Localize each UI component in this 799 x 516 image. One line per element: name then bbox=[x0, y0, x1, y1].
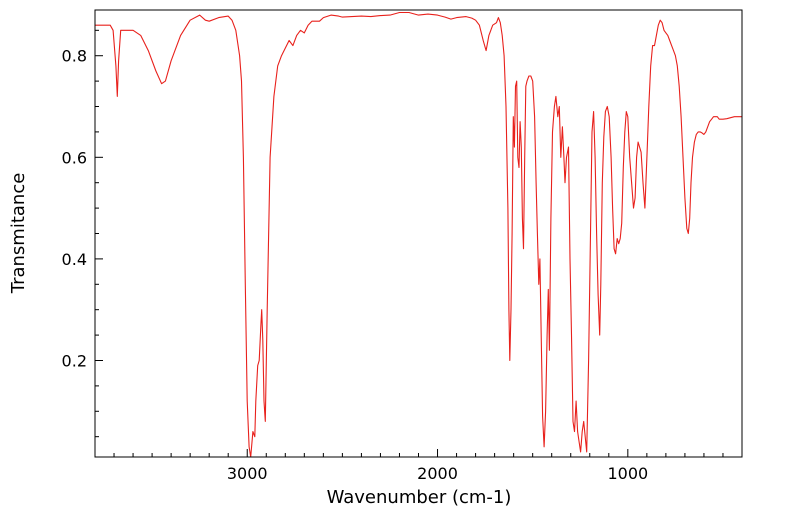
y-axis-title: Transmitance bbox=[8, 173, 29, 295]
x-tick-label: 3000 bbox=[227, 464, 268, 483]
series-layer bbox=[95, 11, 742, 458]
ticks-layer: 3000 2000 1000 0.2 0.4 0.6 0.8 bbox=[62, 29, 724, 483]
y-tick-label: 0.8 bbox=[62, 47, 87, 66]
series-line-0 bbox=[95, 11, 742, 458]
y-tick-label: 0.2 bbox=[62, 351, 87, 370]
y-tick-label: 0.4 bbox=[62, 250, 87, 269]
x-axis-title: Wavenumber (cm-1) bbox=[327, 487, 512, 508]
x-tick-label: 1000 bbox=[607, 464, 648, 483]
plot-frame bbox=[94, 9, 743, 458]
x-tick-label: 2000 bbox=[417, 464, 458, 483]
y-tick-label: 0.6 bbox=[62, 148, 87, 167]
